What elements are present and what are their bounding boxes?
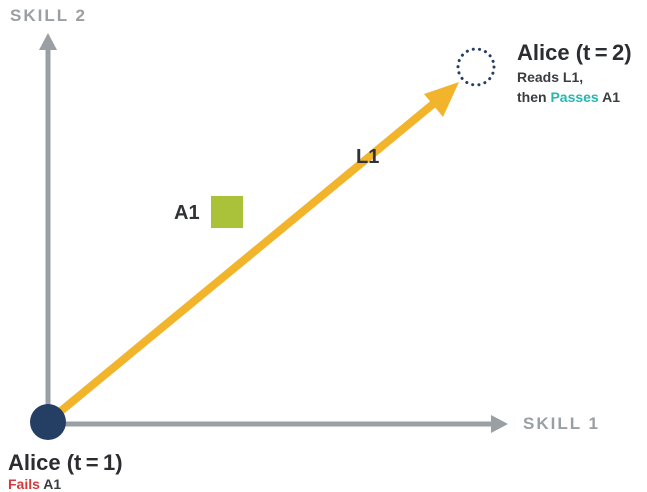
end-line2: then Passes A1 bbox=[517, 89, 620, 105]
end-line1: Reads L1, bbox=[517, 69, 583, 85]
start-title: Alice (t = 1) bbox=[8, 450, 123, 475]
end-status-word: Passes bbox=[550, 89, 598, 105]
assessment-label: A1 bbox=[174, 202, 200, 224]
lesson-path-arrow bbox=[46, 96, 442, 424]
end-status-rest: A1 bbox=[599, 89, 620, 105]
start-status-word: Fails bbox=[8, 476, 40, 492]
lesson-label: L1 bbox=[356, 146, 379, 168]
start-node bbox=[30, 404, 66, 440]
end-node bbox=[456, 47, 496, 87]
end-line2-prefix: then bbox=[517, 89, 550, 105]
start-status-rest: A1 bbox=[40, 476, 61, 492]
x-axis-arrowhead bbox=[491, 415, 508, 433]
x-axis-label: SKILL 1 bbox=[523, 414, 600, 433]
y-axis-label: SKILL 2 bbox=[10, 6, 87, 25]
end-title: Alice (t = 2) bbox=[517, 40, 632, 65]
lesson-path-arrowhead bbox=[424, 82, 459, 117]
start-status: Fails A1 bbox=[8, 476, 61, 492]
y-axis-arrowhead bbox=[39, 33, 57, 50]
assessment-square bbox=[211, 196, 243, 228]
